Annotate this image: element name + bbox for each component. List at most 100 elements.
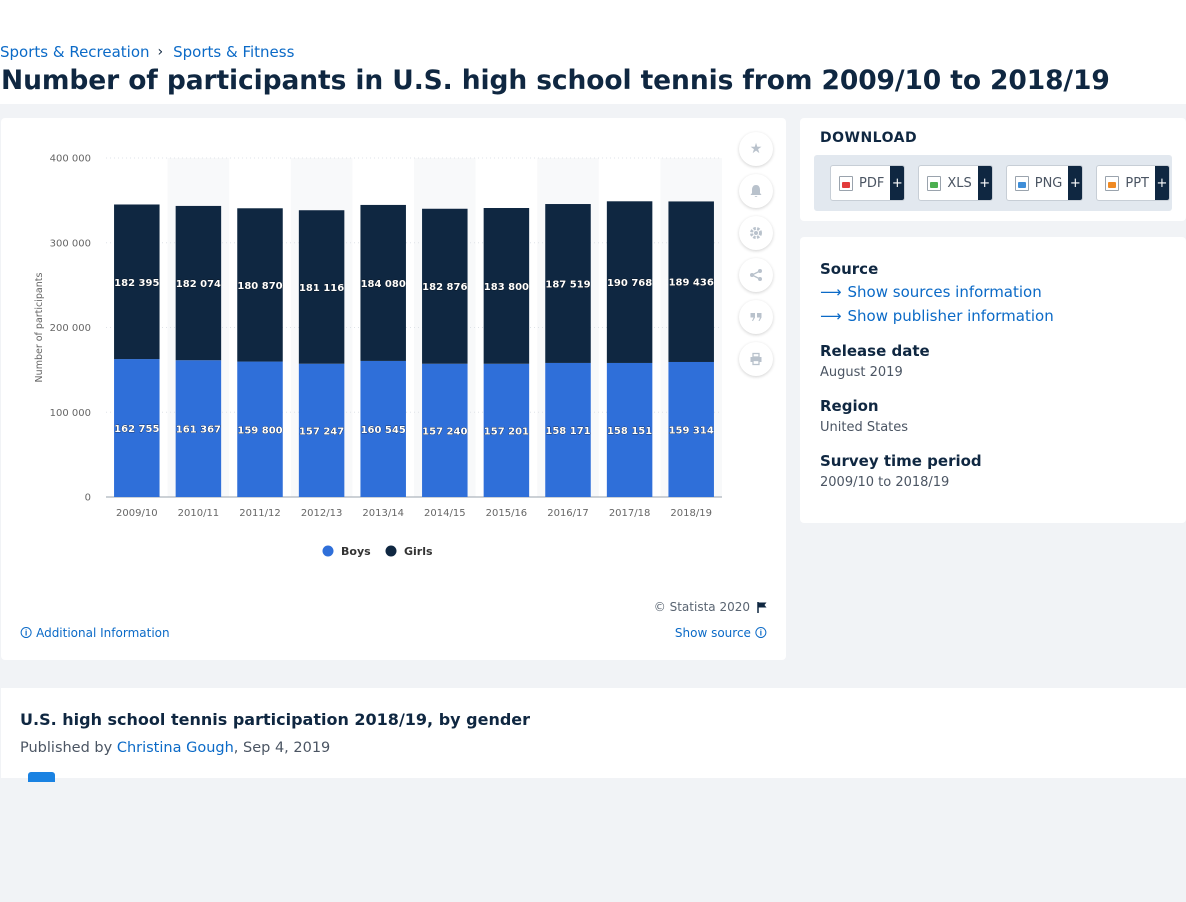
data-label: 158 151 [607, 426, 652, 437]
statistic-details-card: Source ⟶ Show sources information ⟶ Show… [800, 237, 1186, 523]
data-label: 157 201 [484, 426, 529, 437]
data-label: 187 519 [545, 279, 590, 290]
additional-information-link[interactable]: 🛈 Additional Information [20, 624, 170, 645]
y-tick-label: 400 000 [50, 154, 91, 165]
header-area [0, 40, 1186, 104]
related-statistic-title[interactable]: U.S. high school tennis participation 20… [20, 710, 531, 729]
star-icon[interactable]: ★ [739, 132, 773, 166]
bar-girls [668, 201, 714, 362]
download-pdf-label: PDF [859, 175, 885, 191]
copyright-text: © Statista 2020 [653, 600, 750, 614]
data-label: 161 367 [176, 425, 221, 436]
bar-boys [606, 362, 653, 497]
ppt-file-icon [1105, 175, 1120, 191]
bar-boys [483, 363, 530, 497]
chart-card: 0 100 000 200 000 300 000 400 000 Number of p… [1, 118, 786, 660]
download-xls-button[interactable]: XLS + [918, 165, 993, 201]
bar-girls [360, 204, 406, 361]
plus-icon: + [1068, 166, 1083, 200]
download-bar: PDF + XLS + PNG + PPT + [814, 155, 1172, 211]
legend-item: Girls [404, 545, 433, 558]
breadcrumb-separator: › [157, 44, 164, 60]
data-label: 162 755 [114, 424, 159, 435]
bell-icon[interactable] [739, 174, 773, 208]
bar-boys [545, 362, 591, 497]
data-label: 190 768 [607, 278, 652, 289]
plus-icon: + [977, 166, 992, 200]
data-label: 180 870 [237, 281, 282, 292]
info-icon: 🛈 [754, 626, 767, 640]
data-label: 159 800 [237, 425, 282, 436]
print-icon[interactable] [739, 342, 773, 376]
y-tick-label: 0 [85, 493, 91, 504]
flag-icon[interactable] [756, 601, 768, 613]
download-pdf-button[interactable]: PDF + [830, 165, 906, 201]
download-png-button[interactable]: PNG + [1005, 165, 1084, 201]
bar-boys [175, 360, 222, 497]
blue-tab-chip [28, 772, 55, 782]
publish-date: , Sep 4, 2019 [233, 740, 331, 756]
x-tick-label: 2013/14 [362, 508, 404, 519]
share-icon[interactable] [739, 258, 773, 292]
author-link[interactable]: Christina Gough [116, 740, 234, 756]
download-png-label: PNG [1034, 175, 1063, 191]
x-tick-label: 2016/17 [547, 508, 589, 519]
related-statistic-card: U.S. high school tennis participation 20… [1, 688, 1186, 782]
data-label: 182 395 [114, 278, 159, 289]
x-tick-label: 2012/13 [301, 508, 343, 519]
chart-tools: ★ [739, 132, 773, 376]
x-tick-label: 2014/15 [424, 508, 466, 519]
png-file-icon [1014, 175, 1029, 191]
data-label: 189 436 [669, 278, 714, 289]
show-sources-label: Show sources information [847, 283, 1042, 301]
breadcrumb-item-sports-recreation[interactable]: Sports & Recreation [0, 43, 150, 61]
x-tick-label: 2015/16 [486, 508, 528, 519]
download-card: DOWNLOAD PDF + XLS + PNG + PPT + [800, 118, 1186, 221]
show-publisher-link[interactable]: ⟶ Show publisher information [820, 307, 1054, 325]
top-bar [0, 0, 1186, 40]
show-source-link[interactable]: Show source 🛈 [675, 624, 767, 645]
gear-icon[interactable] [739, 216, 773, 250]
data-label: 183 800 [484, 282, 529, 293]
bar-girls [545, 204, 591, 363]
show-publisher-label: Show publisher information [847, 307, 1054, 325]
bar-boys [360, 360, 406, 497]
region-label: Region [820, 397, 879, 415]
survey-period-label: Survey time period [820, 452, 982, 470]
bar-girls [606, 201, 653, 363]
y-axis-label: Number of participants [34, 273, 45, 383]
bar-boys [668, 361, 714, 497]
survey-period-value: 2009/10 to 2018/19 [820, 475, 950, 490]
pdf-file-icon [839, 175, 853, 191]
y-tick-label: 200 000 [50, 323, 91, 334]
bar-girls [422, 208, 468, 364]
published-by-line: Published by Christina Gough, Sep 4, 201… [20, 740, 330, 756]
bar-boys [114, 359, 160, 497]
region-value: United States [820, 420, 909, 435]
legend-marker [385, 545, 397, 557]
plus-icon: + [1155, 166, 1169, 200]
show-sources-link[interactable]: ⟶ Show sources information [820, 283, 1042, 301]
show-source-label: Show source [674, 626, 751, 640]
quote-icon[interactable] [739, 300, 773, 334]
data-label: 184 080 [361, 279, 406, 290]
breadcrumb-item-sports-fitness[interactable]: Sports & Fitness [173, 43, 295, 61]
legend-marker [322, 545, 334, 557]
x-tick-label: 2011/12 [239, 508, 281, 519]
data-label: 157 240 [422, 426, 467, 437]
x-tick-label: 2010/11 [178, 508, 220, 519]
bar-girls [175, 205, 222, 361]
y-tick-label: 300 000 [50, 238, 91, 249]
bar-girls [298, 210, 345, 364]
chart-copyright: © Statista 2020 [654, 600, 768, 614]
plus-icon: + [890, 166, 905, 200]
y-tick-label: 100 000 [50, 408, 91, 419]
bar-girls [114, 204, 160, 360]
x-tick-label: 2009/10 [116, 508, 158, 519]
data-label: 158 171 [545, 426, 590, 437]
legend-item: Boys [341, 545, 371, 558]
bar-girls [483, 208, 530, 364]
data-label: 182 074 [176, 279, 221, 290]
xls-file-icon [927, 175, 942, 191]
download-ppt-button[interactable]: PPT + [1096, 165, 1170, 201]
